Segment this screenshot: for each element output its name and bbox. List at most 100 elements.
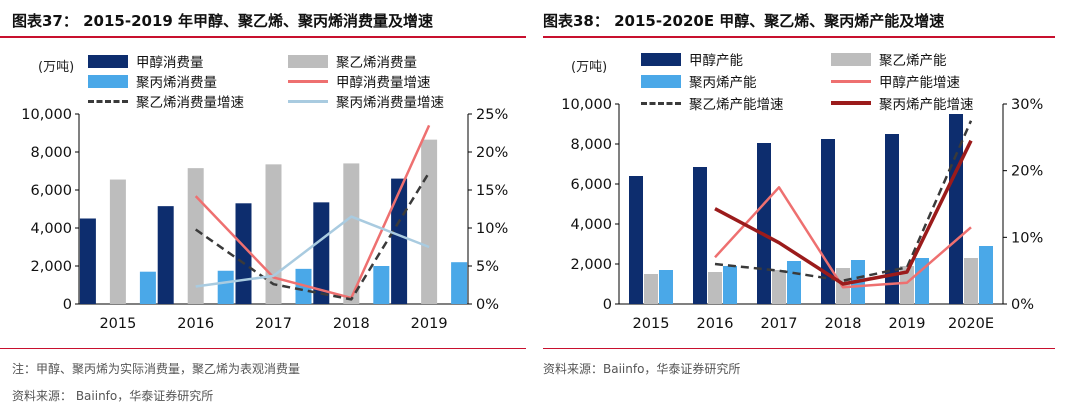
y2-tick-label: 10% [476,221,508,237]
title-divider [0,36,526,38]
legend-label: 聚丙烯消费量增速 [336,95,444,111]
legend-label: 聚乙烯消费量 [336,55,417,71]
bar [187,168,204,304]
y-tick-label: 4,000 [570,217,612,233]
x-tick-label: 2018 [825,316,862,332]
legend-item: 聚丙烯产能 [641,71,757,91]
y-tick-label: 6,000 [570,177,612,193]
y-tick-label: 8,000 [570,137,612,153]
bar [885,134,899,304]
x-tick-label: 2017 [761,316,798,332]
y2-tick-label: 25% [476,107,508,123]
bar [821,139,835,304]
y2-tick-label: 20% [1011,164,1043,180]
x-tick-label: 2020E [948,316,994,332]
bar [629,176,643,304]
legend-item: 聚乙烯消费量增速 [88,91,244,111]
legend-item: 聚丙烯消费量 [88,71,217,91]
y2-tick-label: 20% [476,145,508,161]
chart-panel-capacity: 图表38： 2015-2020E 甲醇、聚乙烯、聚丙烯产能及增速 (万吨) 甲醇… [543,0,1080,412]
legend-label: 聚丙烯产能 [689,75,757,91]
legend-line [831,101,871,105]
title-divider [543,36,1055,38]
bar [964,258,978,304]
bar [900,266,914,304]
bar [772,270,786,304]
legend-swatch [88,74,128,88]
y2-tick-label: 0% [476,297,499,313]
bar [979,246,993,304]
x-tick-label: 2016 [697,316,734,332]
bar [708,272,722,304]
x-tick-label: 2018 [333,316,370,332]
bar [343,163,360,304]
legend-swatch [88,54,128,68]
legend-line [88,99,128,103]
bar [723,266,737,304]
capacity-chart: 0 2,000 4,000 6,000 8,000 10,000 0% 10% 20% 30% 20… [561,97,1043,332]
y-tick-label: 2,000 [570,257,612,273]
y-tick-label: 10,000 [561,97,612,113]
bar [757,143,771,304]
chart-note: 注：甲醇、聚丙烯为实际消费量，聚乙烯为表观消费量 [12,362,301,376]
legend-item: 聚乙烯产能增速 [641,93,784,113]
legend-item: 聚丙烯消费量增速 [288,91,444,111]
chart-source: 资料来源：Baiinfo，华泰证券研究所 [543,362,741,376]
legend-swatch [641,52,681,66]
legend-line [641,101,681,105]
y-tick-label: 0 [603,297,612,313]
legend-swatch [831,52,871,66]
x-tick-label: 2017 [255,316,292,332]
legend-swatch [288,54,328,68]
legend-label: 甲醇消费量 [136,55,204,71]
series-line [195,215,430,288]
y2-tick-label: 30% [1011,97,1043,113]
y-tick-label: 8,000 [30,145,72,161]
x-tick-label: 2019 [411,316,448,332]
legend-label: 甲醇产能增速 [879,75,960,91]
y-tick-label: 6,000 [30,183,72,199]
legend-swatch [641,74,681,88]
y2-tick-label: 5% [476,259,499,275]
y2-tick-label: 0% [1011,297,1034,313]
bar [373,266,390,304]
y-tick-label: 0 [63,297,72,313]
y2-tick-label: 15% [476,183,508,199]
bar [693,167,707,304]
legend-label: 甲醇产能 [689,53,743,69]
legend-item: 甲醇消费量增速 [288,71,431,91]
legend-item: 聚丙烯产能增速 [831,93,974,113]
series-line [194,124,431,300]
bar [139,271,156,304]
bar [659,270,673,304]
legend-item: 甲醇消费量 [88,51,204,71]
bar [79,218,96,304]
chart-source: 资料来源： Baiinfo，华泰证券研究所 [12,389,214,403]
legend-label: 聚乙烯产能增速 [689,97,784,113]
bar [915,258,929,304]
y-axis-unit: (万吨) [571,60,608,75]
x-tick-label: 2015 [633,316,670,332]
bar [313,202,330,304]
footer-divider [0,348,526,349]
bar [644,274,658,304]
y-tick-label: 2,000 [30,259,72,275]
bar [109,179,126,304]
legend-label: 聚丙烯消费量 [136,75,217,91]
x-tick-label: 2016 [177,316,214,332]
chart-panel-consumption: 图表37： 2015-2019 年甲醇、聚乙烯、聚丙烯消费量及增速 (万吨) 甲… [0,0,526,412]
legend-item: 聚乙烯消费量 [288,51,417,71]
bar [421,139,438,304]
bar [451,262,468,304]
series-line [714,139,973,286]
x-tick-label: 2019 [889,316,926,332]
chart-title: 图表38： 2015-2020E 甲醇、聚乙烯、聚丙烯产能及增速 [543,12,945,30]
bar [217,270,234,304]
consumption-chart: 0 2,000 4,000 6,000 8,000 10,000 0% 5% 10% 15% 20%… [21,107,508,332]
bar [787,261,801,304]
y2-tick-label: 10% [1011,230,1043,246]
series-line [194,171,431,301]
legend-label: 聚乙烯产能 [879,53,947,69]
legend-item: 甲醇产能 [641,49,743,69]
footer-divider [543,348,1055,349]
